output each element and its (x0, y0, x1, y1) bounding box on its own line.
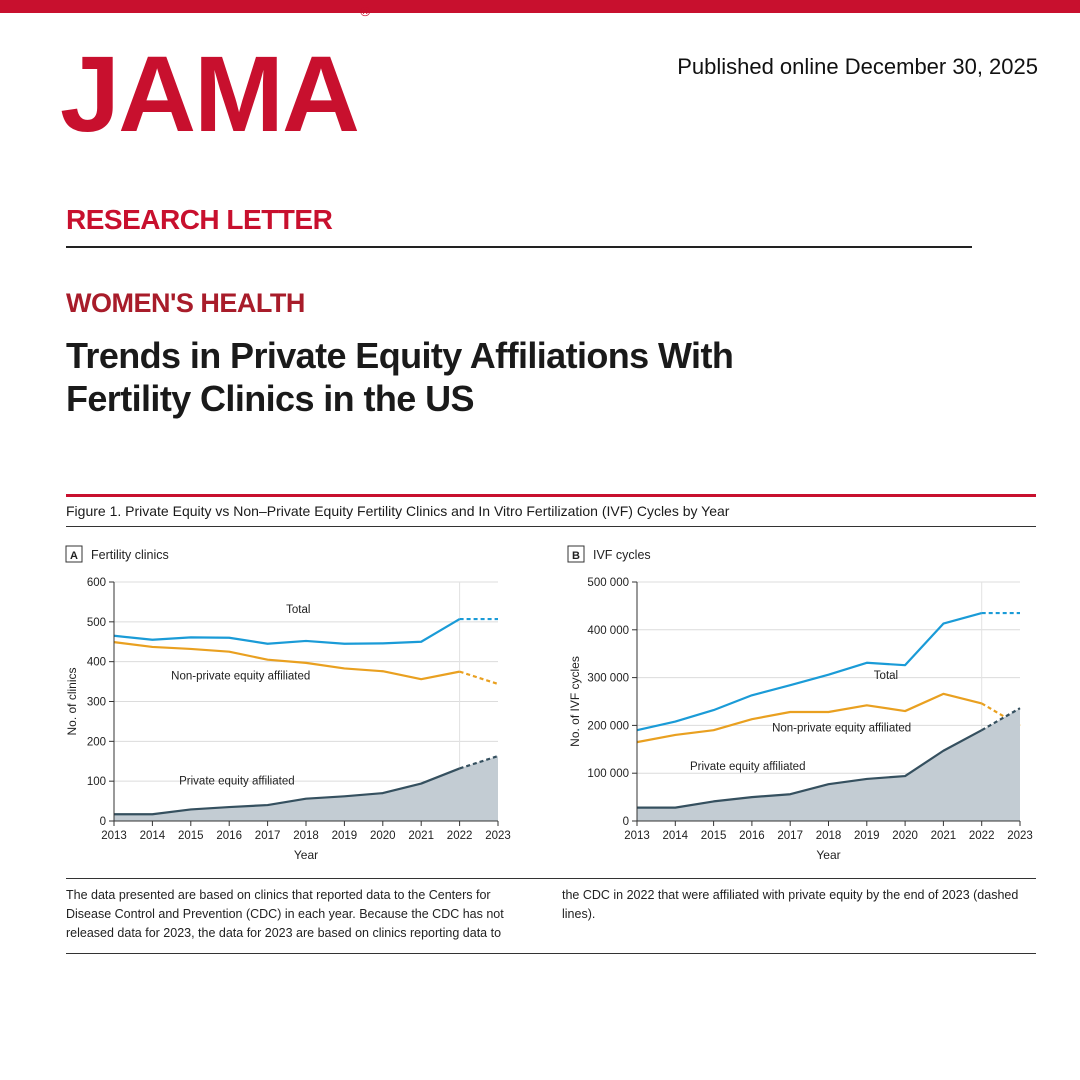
y-axis-label: No. of clinics (65, 667, 79, 735)
chart-b-svg: B IVF cycles 0 100 000 200 000 300 000 400 000… (567, 545, 1033, 862)
x-tick-label: 2022 (447, 830, 473, 842)
registered-mark: ® (360, 3, 370, 19)
y-tick-label: 400 (87, 657, 106, 669)
y-tick-label: 0 (623, 816, 629, 828)
series-label: Total (286, 604, 310, 616)
series-line-dashed-1 (459, 670, 499, 686)
x-tick-label: 2019 (332, 830, 358, 842)
x-tick-label: 2016 (739, 830, 765, 842)
panel-title: Fertility clinics (91, 548, 169, 562)
x-tick-label: 2017 (777, 830, 803, 842)
series-line-1 (636, 692, 982, 744)
y-tick-label: 300 (87, 697, 106, 709)
section-divider (66, 246, 972, 248)
series-line-0 (113, 618, 461, 645)
x-tick-label: 2015 (701, 830, 727, 842)
series-label: Total (874, 670, 898, 682)
x-axis-label: Year (816, 848, 840, 862)
y-tick-label: 100 000 (587, 768, 629, 780)
panel-title: IVF cycles (593, 548, 651, 562)
panel-letter: B (572, 550, 580, 562)
section-label: RESEARCH LETTER (66, 204, 333, 235)
figure-footnote-left: The data presented are based on clinics … (66, 888, 504, 940)
chart-panel-a: A Fertility clinics 0 100 200 300 400 500 600 Tot… (54, 540, 534, 870)
article-title: Trends in Private Equity Affiliations Wi… (66, 335, 734, 419)
figure-end-rule (66, 953, 1036, 954)
series-label: Private equity affiliated (179, 775, 295, 787)
top-accent-bar (0, 0, 1080, 13)
published-date: Published online December 30, 2025 (677, 54, 1038, 79)
x-tick-label: 2020 (892, 830, 918, 842)
x-tick-label: 2023 (485, 830, 511, 842)
x-tick-label: 2021 (408, 830, 434, 842)
x-tick-label: 2013 (101, 830, 127, 842)
series-area-private-equity (637, 708, 1020, 821)
series-line-2 (114, 767, 461, 816)
x-tick-label: 2019 (854, 830, 880, 842)
series-label: Private equity affiliated (690, 761, 806, 773)
logo-text: JAMA (60, 33, 360, 154)
x-tick-label: 2014 (663, 830, 689, 842)
chart-panel-b: B IVF cycles 0 100 000 200 000 300 000 400 000… (556, 540, 1036, 870)
chart-a-svg: A Fertility clinics 0 100 200 300 400 500 600 Tot… (65, 545, 511, 862)
y-tick-label: 100 (87, 776, 106, 788)
x-tick-label: 2013 (624, 830, 650, 842)
series-line-2 (637, 729, 983, 809)
y-tick-label: 200 (87, 736, 106, 748)
y-tick-label: 600 (87, 577, 106, 589)
x-tick-label: 2021 (931, 830, 957, 842)
x-tick-label: 2017 (255, 830, 281, 842)
x-tick-label: 2022 (969, 830, 995, 842)
x-tick-label: 2023 (1007, 830, 1033, 842)
panel-letter: A (70, 550, 78, 562)
y-axis-label: No. of IVF cycles (568, 656, 582, 747)
figure-bottom-rule (66, 878, 1036, 879)
series-line-dashed-2 (981, 707, 1021, 732)
series-line-1 (113, 641, 460, 681)
series-area-private-equity (114, 756, 498, 821)
y-tick-label: 500 000 (587, 577, 629, 589)
y-tick-label: 500 (87, 617, 106, 629)
figure-caption: Figure 1. Private Equity vs Non–Private … (66, 503, 730, 519)
figure-top-rule (66, 494, 1036, 497)
x-axis-label: Year (294, 848, 318, 862)
y-tick-label: 300 000 (587, 673, 629, 685)
x-tick-label: 2018 (816, 830, 842, 842)
x-tick-label: 2016 (216, 830, 242, 842)
y-tick-label: 200 000 (587, 720, 629, 732)
panel-letter-box (65, 545, 83, 563)
subject-label: WOMEN'S HEALTH (66, 288, 305, 318)
figure-caption-rule (66, 526, 1036, 527)
y-tick-label: 400 000 (587, 625, 629, 637)
x-tick-label: 2014 (140, 830, 166, 842)
series-label: Non-private equity affiliated (772, 722, 911, 734)
jama-logo: JAMA® (60, 4, 370, 148)
panel-letter-box (567, 545, 585, 563)
figure-footnote-right: the CDC in 2022 that were affiliated wit… (562, 888, 1019, 921)
x-tick-label: 2015 (178, 830, 204, 842)
series-line-0 (636, 612, 982, 732)
y-tick-label: 0 (100, 816, 106, 828)
series-label: Non-private equity affiliated (171, 671, 310, 683)
x-tick-label: 2020 (370, 830, 396, 842)
x-tick-label: 2018 (293, 830, 319, 842)
